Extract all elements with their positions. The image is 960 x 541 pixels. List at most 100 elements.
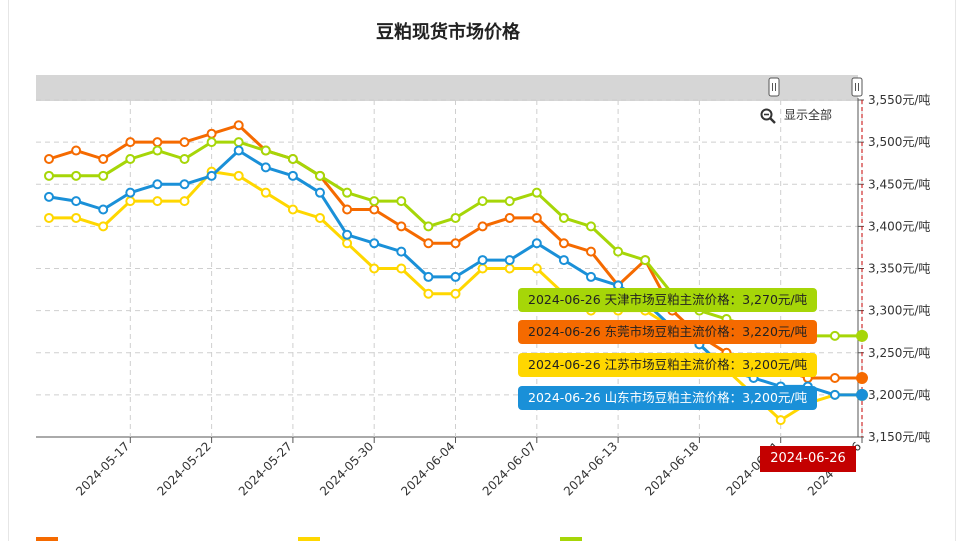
data-point-天津[interactable] (558, 212, 569, 223)
data-point-江苏[interactable] (775, 415, 786, 426)
data-point-山东[interactable] (450, 271, 461, 282)
data-point-山东[interactable] (287, 170, 298, 181)
data-point-东莞[interactable] (450, 238, 461, 249)
data-point-东莞[interactable] (477, 221, 488, 232)
data-point-天津[interactable] (423, 221, 434, 232)
data-point-山东[interactable] (206, 170, 217, 181)
data-point-天津[interactable] (98, 170, 109, 181)
data-point-东莞[interactable] (504, 212, 515, 223)
data-point-天津[interactable] (829, 330, 840, 341)
data-point-山东[interactable] (423, 271, 434, 282)
data-point-天津[interactable] (477, 196, 488, 207)
data-point-江苏[interactable] (477, 263, 488, 274)
data-point-天津[interactable] (179, 153, 190, 164)
data-point-天津[interactable] (613, 246, 624, 257)
data-point-山东[interactable] (98, 204, 109, 215)
tooltip-3: 2024-06-26 山东市场豆粕主流价格：3,200元/吨 (518, 386, 818, 410)
data-point-山东[interactable] (233, 145, 244, 156)
x-tick-label: 2024-05-27 (236, 439, 295, 498)
data-point-江苏[interactable] (531, 263, 542, 274)
show-all-button[interactable]: 显示全部 (760, 106, 832, 124)
data-point-山东[interactable] (342, 229, 353, 240)
data-point-东莞[interactable] (369, 204, 380, 215)
data-point-山东[interactable] (829, 389, 840, 400)
data-point-东莞[interactable] (558, 238, 569, 249)
data-point-东莞[interactable] (829, 373, 840, 384)
data-point-天津[interactable] (586, 221, 596, 232)
data-point-山东[interactable] (531, 238, 542, 249)
x-tick-label: 2024-05-17 (73, 439, 132, 498)
data-point-东莞[interactable] (152, 137, 163, 148)
data-point-天津[interactable] (71, 170, 82, 181)
data-point-江苏[interactable] (287, 204, 298, 215)
data-point-江苏[interactable] (125, 196, 136, 207)
x-tick-label: 2024-06-04 (398, 439, 457, 498)
data-point-天津[interactable] (531, 187, 542, 198)
data-point-天津[interactable] (396, 196, 407, 207)
data-point-天津[interactable] (152, 145, 163, 156)
data-point-山东[interactable] (315, 187, 325, 198)
data-point-山东[interactable] (856, 388, 868, 401)
data-point-东莞[interactable] (531, 212, 542, 223)
x-tick-label: 2024-06-18 (642, 439, 701, 498)
data-point-天津[interactable] (125, 153, 136, 164)
data-point-东莞[interactable] (233, 120, 244, 131)
data-point-江苏[interactable] (342, 238, 353, 249)
data-point-东莞[interactable] (125, 137, 136, 148)
data-point-山东[interactable] (586, 271, 596, 282)
data-point-江苏[interactable] (315, 212, 325, 223)
navigator-bar[interactable] (36, 75, 858, 101)
data-point-东莞[interactable] (98, 153, 109, 164)
data-point-山东[interactable] (125, 187, 136, 198)
data-point-江苏[interactable] (71, 212, 82, 223)
data-point-山东[interactable] (369, 238, 380, 249)
data-point-山东[interactable] (44, 191, 54, 202)
navigator-handle-left[interactable] (768, 77, 780, 97)
data-point-东莞[interactable] (586, 246, 596, 257)
data-point-天津[interactable] (640, 255, 651, 266)
data-point-天津[interactable] (504, 196, 515, 207)
data-point-江苏[interactable] (423, 288, 434, 299)
data-point-天津[interactable] (315, 170, 325, 181)
legend-swatch-tianjin[interactable] (560, 537, 582, 541)
data-point-江苏[interactable] (44, 212, 54, 223)
data-point-江苏[interactable] (504, 263, 515, 274)
legend-swatch-dongguan[interactable] (36, 537, 58, 541)
data-point-天津[interactable] (342, 187, 353, 198)
data-point-东莞[interactable] (423, 238, 434, 249)
data-point-江苏[interactable] (450, 288, 461, 299)
data-point-江苏[interactable] (396, 263, 407, 274)
data-point-江苏[interactable] (179, 196, 190, 207)
data-point-山东[interactable] (260, 162, 271, 173)
data-point-东莞[interactable] (396, 221, 407, 232)
data-point-东莞[interactable] (179, 137, 190, 148)
data-point-东莞[interactable] (71, 145, 82, 156)
data-point-东莞[interactable] (856, 372, 868, 385)
data-point-山东[interactable] (477, 255, 488, 266)
data-point-天津[interactable] (233, 137, 244, 148)
data-point-江苏[interactable] (233, 170, 244, 181)
data-point-天津[interactable] (206, 137, 217, 148)
legend-swatch-jiangsu[interactable] (298, 537, 320, 541)
data-point-山东[interactable] (71, 196, 82, 207)
data-point-天津[interactable] (260, 145, 271, 156)
data-point-山东[interactable] (558, 255, 569, 266)
data-point-山东[interactable] (504, 255, 515, 266)
data-point-江苏[interactable] (369, 263, 380, 274)
data-point-天津[interactable] (856, 329, 868, 342)
data-point-山东[interactable] (152, 179, 163, 190)
data-point-山东[interactable] (179, 179, 190, 190)
data-point-山东[interactable] (396, 246, 407, 257)
data-point-东莞[interactable] (342, 204, 353, 215)
data-point-天津[interactable] (369, 196, 380, 207)
y-tick-label: 3,150元/吨 (868, 430, 930, 444)
data-point-东莞[interactable] (44, 153, 54, 164)
data-point-天津[interactable] (287, 153, 298, 164)
data-point-江苏[interactable] (98, 221, 109, 232)
data-point-江苏[interactable] (152, 196, 163, 207)
data-point-江苏[interactable] (260, 187, 271, 198)
data-point-天津[interactable] (44, 170, 54, 181)
navigator-handle-right[interactable] (851, 77, 863, 97)
data-point-东莞[interactable] (206, 128, 217, 139)
data-point-天津[interactable] (450, 212, 461, 223)
